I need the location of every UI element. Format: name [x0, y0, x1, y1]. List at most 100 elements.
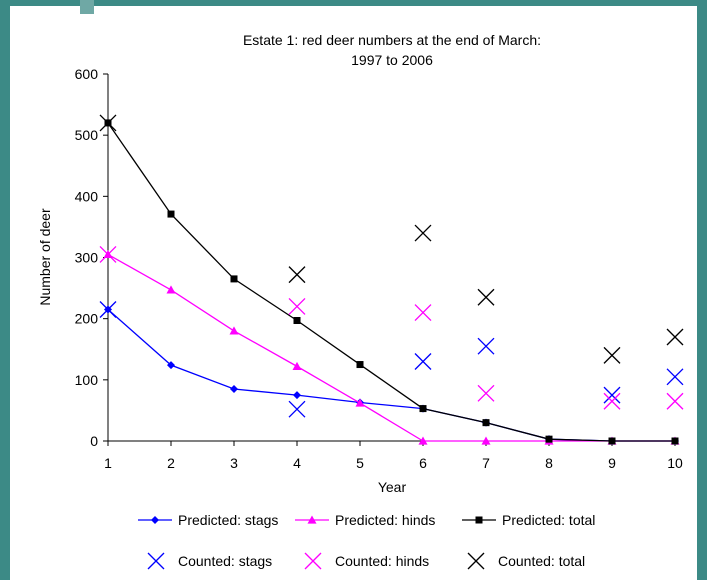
data-point-stroke	[288, 297, 306, 315]
data-point	[99, 245, 117, 263]
data-point	[99, 114, 117, 132]
data-point	[482, 419, 490, 427]
data-point-stroke	[477, 384, 495, 402]
data-point	[293, 317, 301, 325]
data-point	[419, 405, 427, 413]
x-tick-label: 8	[545, 455, 553, 471]
y-tick-label: 0	[90, 433, 98, 449]
data-point-stroke	[477, 288, 495, 306]
data-point	[167, 361, 175, 370]
data-point-stroke	[666, 392, 684, 410]
data-point	[666, 392, 684, 410]
legend-item: Predicted: stags	[138, 512, 278, 528]
data-point	[307, 515, 317, 524]
chart-title-line-2: 1997 to 2006	[351, 52, 433, 68]
x-tick-label: 10	[667, 455, 683, 471]
series-line	[107, 309, 675, 442]
y-tick-label: 100	[75, 372, 99, 388]
y-ticks: 0 100 200 300 400 500 600	[75, 66, 108, 449]
legend-label: Predicted: hinds	[335, 512, 435, 528]
x-tick-label: 9	[608, 455, 616, 471]
y-axis-label: Number of deer	[37, 208, 53, 306]
data-point-stroke	[603, 346, 621, 364]
data-point	[288, 266, 306, 284]
data-point-stroke	[304, 552, 322, 570]
data-point-stroke	[414, 353, 432, 370]
data-point	[288, 400, 306, 418]
legend-label: Predicted: total	[502, 512, 595, 528]
data-point	[356, 361, 364, 369]
data-point-stroke	[603, 386, 621, 404]
legend: Predicted: stags Predicted: hinds Predicte…	[138, 512, 595, 570]
frame-tab-decoration	[80, 0, 94, 14]
x-tick-label: 7	[482, 455, 490, 471]
data-point-stroke	[288, 400, 306, 418]
data-point	[603, 386, 621, 404]
data-point	[418, 436, 428, 445]
data-point-stroke	[467, 552, 485, 570]
data-point	[414, 304, 432, 322]
data-point	[147, 552, 165, 570]
legend-label: Counted: hinds	[335, 553, 429, 569]
data-point-stroke	[288, 266, 306, 284]
data-point	[230, 385, 238, 394]
x-ticks: 1 2 3 4 5 6 7 8 9 10	[104, 441, 683, 471]
series-predicted-total	[104, 119, 679, 445]
y-tick-label: 500	[75, 127, 99, 143]
series-line	[107, 253, 675, 442]
data-point	[671, 437, 679, 445]
series-predicted-stags	[104, 305, 679, 445]
data-point	[603, 392, 621, 410]
x-tick-label: 3	[230, 455, 238, 471]
legend-item: Predicted: total	[462, 512, 595, 528]
data-point-stroke	[603, 392, 621, 410]
data-point	[151, 516, 159, 524]
legend-item: Predicted: hinds	[295, 512, 435, 528]
x-tick-label: 5	[356, 455, 364, 471]
series-predicted-hinds	[103, 249, 680, 445]
data-point	[288, 297, 306, 315]
x-tick-label: 2	[167, 455, 175, 471]
data-point	[230, 275, 238, 283]
series-line	[107, 122, 675, 442]
x-tick-label: 4	[293, 455, 301, 471]
data-point-stroke	[99, 245, 117, 263]
data-point	[481, 436, 491, 445]
data-point	[414, 353, 432, 370]
data-point	[99, 301, 117, 318]
data-point	[166, 285, 176, 294]
plot-area	[99, 114, 684, 445]
y-tick-label: 400	[75, 188, 99, 204]
data-point-stroke	[414, 224, 432, 242]
x-tick-label: 1	[104, 455, 112, 471]
series-counted-total	[99, 114, 684, 364]
data-point	[414, 224, 432, 242]
legend-item: Counted: stags	[147, 552, 272, 570]
data-point	[475, 516, 483, 524]
legend-label: Counted: stags	[178, 553, 272, 569]
legend-item: Counted: hinds	[304, 552, 429, 570]
series-counted-stags	[99, 301, 684, 418]
data-point	[467, 552, 485, 570]
data-point	[293, 391, 301, 400]
data-point-stroke	[414, 304, 432, 322]
data-point	[666, 368, 684, 386]
data-point	[477, 288, 495, 306]
y-tick-label: 300	[75, 250, 99, 266]
data-point	[167, 210, 175, 218]
data-point-stroke	[99, 301, 117, 318]
y-tick-label: 200	[75, 311, 99, 327]
data-point	[545, 435, 553, 443]
data-point	[304, 552, 322, 570]
series-counted-hinds	[99, 245, 684, 410]
x-tick-label: 6	[419, 455, 427, 471]
data-point	[477, 337, 495, 355]
legend-item: Counted: total	[467, 552, 585, 570]
data-point	[355, 398, 365, 407]
data-point	[666, 328, 684, 346]
data-point	[608, 437, 616, 445]
legend-label: Predicted: stags	[178, 512, 278, 528]
data-point-stroke	[147, 552, 165, 570]
y-tick-label: 600	[75, 66, 99, 82]
